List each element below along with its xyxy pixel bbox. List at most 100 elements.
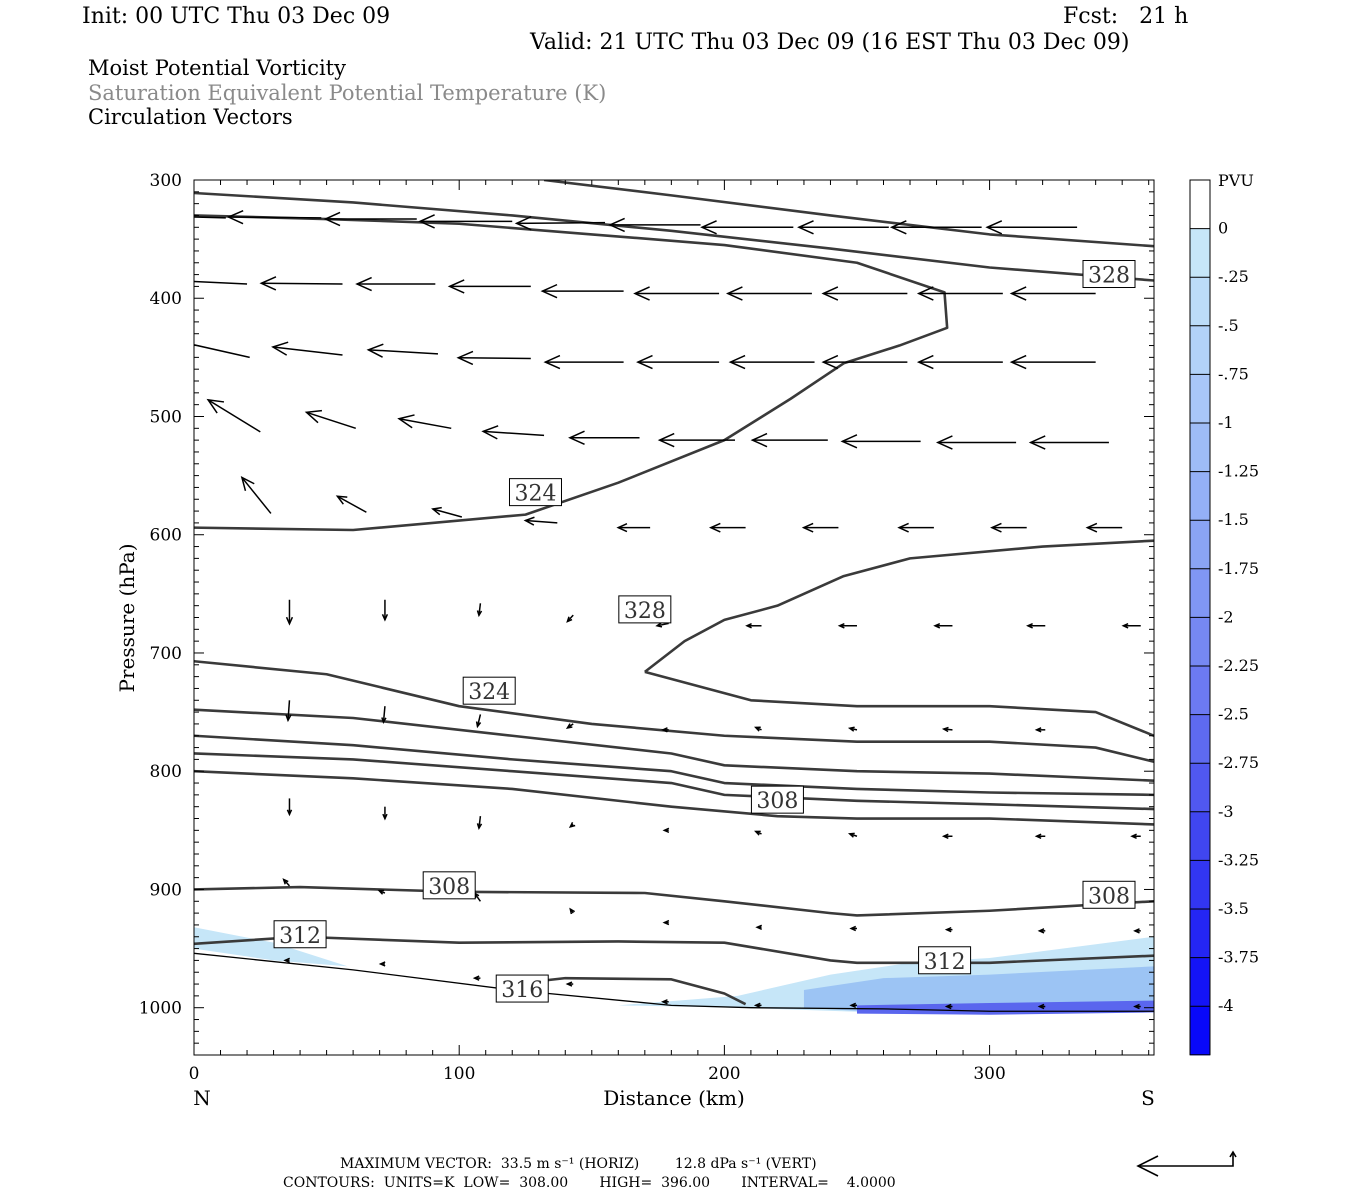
circulation-vector	[476, 816, 483, 830]
circulation-vector	[543, 354, 624, 370]
y-tick-label: 900	[150, 880, 182, 900]
colorbar-label: -1	[1218, 413, 1234, 432]
vector-head	[476, 610, 483, 618]
circulation-vector	[1133, 1003, 1141, 1010]
contour-line	[543, 180, 1154, 248]
circulation-vector	[897, 522, 934, 533]
vector-head	[355, 276, 372, 292]
colorbar-label: -.5	[1218, 316, 1239, 335]
circulation-vector	[608, 217, 701, 233]
y-tick-label: 800	[150, 762, 182, 782]
x-tick-label: 200	[708, 1064, 740, 1084]
vector-head	[1121, 622, 1129, 629]
x-axis-label: Distance (km)	[603, 1086, 745, 1110]
colorbar-label: -1.25	[1218, 462, 1259, 481]
vector-head	[1009, 354, 1027, 370]
contour-label-box	[918, 946, 972, 975]
circulation-vector	[456, 350, 531, 366]
circulation-vector	[985, 220, 1078, 235]
circulation-vector	[569, 907, 576, 915]
circulation-vector	[636, 354, 720, 370]
contour-label-box	[508, 478, 562, 507]
vector-head	[662, 827, 670, 834]
colorbar-label: 0	[1218, 219, 1228, 238]
vector-shaft	[483, 430, 545, 437]
vector-head	[366, 343, 384, 358]
circulation-vector	[1034, 727, 1046, 733]
y-axis-label: Pressure (hPa)	[115, 544, 139, 693]
circulation-vector	[837, 622, 857, 629]
circulation-vector	[801, 522, 839, 533]
field-title-vectors: Circulation Vectors	[88, 105, 293, 129]
colorbar-swatch	[1190, 277, 1210, 327]
vector-shaft	[306, 411, 356, 430]
circulation-vector	[797, 220, 889, 235]
colorbar-swatch	[1190, 957, 1210, 1007]
vector-head	[985, 220, 1003, 235]
north-end-label: N	[193, 1086, 211, 1110]
vector-head	[514, 216, 532, 231]
vector-head	[662, 919, 670, 926]
vector-head	[285, 616, 294, 626]
circulation-vector	[514, 216, 606, 231]
vector-head	[1026, 622, 1033, 629]
circulation-vector	[240, 476, 272, 514]
vector-head	[569, 907, 576, 915]
forecast-hour: Fcst: 21 h	[1063, 4, 1189, 29]
circulation-vector	[1009, 286, 1096, 301]
vector-head	[935, 435, 953, 450]
vector-shaft	[478, 816, 482, 829]
contour-line	[194, 734, 1154, 797]
vector-shaft	[656, 622, 669, 627]
vector-head	[304, 409, 323, 424]
vector-head	[286, 809, 293, 817]
vector-head	[633, 286, 650, 301]
vector-head	[476, 823, 483, 830]
circulation-vector	[335, 495, 367, 513]
colorbar-label: -2.25	[1218, 656, 1259, 675]
plot-frame	[193, 179, 1155, 1056]
vector-head	[335, 495, 348, 505]
colorbar-swatch	[1190, 180, 1210, 230]
contour-label: 308	[428, 875, 470, 900]
colorbar-swatch	[1190, 1006, 1210, 1056]
colorbar-swatch	[1190, 568, 1210, 618]
vector-head	[206, 398, 225, 414]
pv-colorbar: PVU 0 -.25 -.5 -.75 -1 -1.25 -1.5 -1.75 -2 -2.25 -2…	[1189, 171, 1259, 1056]
vector-head	[1037, 1003, 1045, 1010]
vector-head	[323, 211, 341, 227]
circulation-vector	[655, 622, 669, 628]
contour-line	[194, 752, 1154, 811]
vector-head	[728, 354, 746, 370]
vector-head	[944, 1003, 952, 1010]
vector-head	[897, 522, 909, 533]
vector-shaft	[194, 344, 250, 359]
circulation-vector	[662, 827, 670, 834]
circulation-vector	[130, 209, 226, 222]
circulation-vector	[226, 209, 322, 225]
vector-head	[447, 279, 465, 294]
vector-head	[933, 622, 941, 629]
valid-time: Valid: 21 UTC Thu 03 Dec 09 (16 EST Thu …	[530, 30, 1130, 55]
contour-label-box	[495, 974, 549, 1003]
circulation-vector	[661, 999, 669, 1005]
vector-shaft	[382, 706, 386, 723]
circulation-vector	[755, 924, 763, 931]
vector-shaft	[432, 508, 463, 518]
contour-line	[194, 885, 1154, 917]
contour-label: 316	[501, 978, 543, 1003]
vector-head	[616, 523, 628, 533]
cross-section-chart: 328 324 328 324 308 308 308 312 312 316 300 400 500…	[115, 171, 1259, 1110]
circulation-vector	[1037, 1003, 1046, 1010]
circulation-vector	[661, 727, 669, 733]
vector-head	[456, 350, 474, 366]
vector-head	[472, 975, 480, 981]
vector-head	[130, 209, 145, 222]
colorbar-swatch	[1190, 617, 1210, 667]
circulation-vector	[944, 1003, 953, 1010]
circulation-vector	[568, 430, 640, 445]
colorbar-label: -3.25	[1218, 850, 1259, 869]
vector-shaft	[194, 280, 248, 285]
vector-head	[821, 286, 839, 301]
circulation-vector	[1037, 928, 1046, 934]
